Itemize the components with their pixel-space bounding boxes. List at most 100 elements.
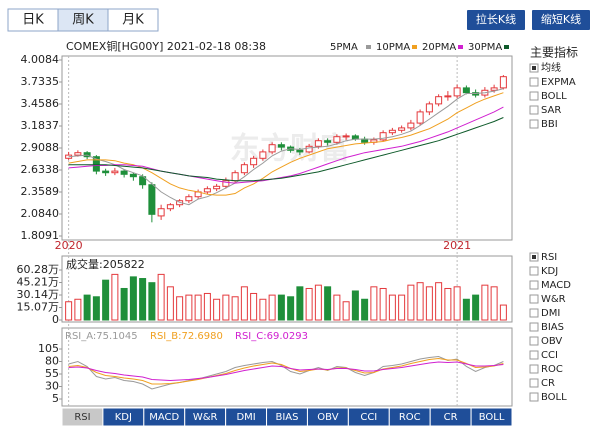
candle-body	[499, 76, 507, 89]
volume-bar	[398, 294, 406, 321]
indicator-title: 主要指标	[530, 45, 578, 60]
indicator-checkbox[interactable]	[529, 392, 539, 402]
candle-body	[157, 208, 165, 217]
bottom-tab-label[interactable]: W&R	[193, 412, 218, 423]
indicator-checkbox[interactable]	[529, 119, 539, 129]
candle-body	[388, 129, 396, 134]
indicator-option[interactable]: DMI	[541, 308, 560, 319]
candle-body	[490, 87, 498, 91]
indicator-checkbox[interactable]	[529, 266, 539, 276]
indicator-option[interactable]: CCI	[541, 350, 558, 361]
checkbox-mark	[532, 255, 536, 259]
bottom-tab-label[interactable]: CR	[444, 412, 458, 423]
candle-body	[148, 184, 156, 215]
volume-bar	[490, 286, 498, 321]
y-tick-label: 60.28万	[17, 263, 60, 276]
indicator-option[interactable]: RSI	[541, 252, 557, 263]
volume-bar	[416, 282, 424, 321]
indicator-option[interactable]: BOLL	[541, 91, 567, 102]
volume-bar	[203, 292, 211, 321]
indicator-checkbox[interactable]	[529, 294, 539, 304]
indicator-option[interactable]: W&R	[541, 294, 566, 305]
indicator-option[interactable]: EXPMA	[541, 77, 576, 88]
volume-bar	[314, 284, 322, 321]
indicator-option[interactable]: BOLL	[541, 392, 567, 403]
y-tick-label: 3.7335	[21, 75, 60, 88]
toolbar-button-label[interactable]: 拉长K线	[476, 12, 516, 26]
indicator-option[interactable]: BIAS	[541, 322, 564, 333]
candle-body	[139, 176, 147, 186]
candle-body	[453, 87, 461, 97]
volume-bar	[259, 298, 267, 321]
candle-body	[222, 180, 230, 187]
y-tick-label: 55	[45, 367, 59, 380]
y-tick-label: 2.0840	[21, 207, 60, 220]
period-tab[interactable]	[107, 8, 159, 32]
indicator-option[interactable]: CR	[541, 378, 555, 389]
candle-body	[268, 144, 276, 153]
legend-label: 5PMA	[330, 42, 358, 53]
bottom-tab-label[interactable]: BOLL	[479, 412, 505, 423]
indicator-checkbox[interactable]	[529, 350, 539, 360]
indicator-option[interactable]: ROC	[541, 364, 563, 375]
bottom-tab-label[interactable]: DMI	[236, 412, 255, 423]
chart-header: COMEX铜[HG00Y] 2021-02-18 08:38	[66, 39, 266, 53]
indicator-checkbox[interactable]	[529, 336, 539, 346]
legend-label: RSI_A:75.1045	[65, 331, 138, 342]
bottom-tab-label[interactable]: OBV	[317, 412, 338, 423]
y-tick-label: 2.9088	[21, 141, 60, 154]
y-tick-label: 0	[52, 313, 59, 326]
bottom-tab-label[interactable]: RSI	[74, 412, 90, 423]
indicator-checkbox[interactable]	[529, 91, 539, 101]
indicator-checkbox[interactable]	[529, 378, 539, 388]
volume-bar	[287, 296, 295, 321]
indicator-checkbox[interactable]	[529, 322, 539, 332]
indicator-checkbox[interactable]	[529, 280, 539, 290]
bottom-tab[interactable]	[470, 407, 513, 427]
legend-swatch	[412, 45, 417, 49]
volume-bar	[324, 286, 332, 321]
indicator-checkbox[interactable]	[529, 77, 539, 87]
volume-bar	[277, 294, 285, 321]
candle-body	[444, 95, 452, 98]
x-tick-label: 2021	[443, 239, 471, 252]
indicator-option[interactable]: BBI	[541, 119, 558, 130]
period-tab-label[interactable]: 周K	[72, 13, 94, 28]
candle-body	[240, 164, 248, 174]
volume-bar	[250, 292, 258, 321]
bottom-tab-label[interactable]: MACD	[149, 412, 179, 423]
indicator-checkbox[interactable]	[529, 105, 539, 115]
volume-bar	[240, 286, 248, 321]
volume-bar	[92, 296, 100, 321]
period-tab-label[interactable]: 日K	[22, 13, 44, 28]
ma-line	[68, 117, 504, 182]
volume-bar	[166, 286, 174, 321]
volume-bar	[139, 278, 147, 321]
indicator-option[interactable]: 均线	[541, 61, 561, 74]
candle-body	[231, 172, 239, 182]
volume-bar	[407, 284, 415, 321]
indicator-checkbox[interactable]	[529, 308, 539, 318]
bottom-tab-label[interactable]: KDJ	[115, 412, 132, 423]
y-tick-label: 2.3589	[21, 185, 60, 198]
candle-body	[324, 140, 332, 143]
toolbar-button-label[interactable]: 缩短K线	[541, 12, 581, 26]
indicator-checkbox[interactable]	[529, 364, 539, 374]
legend-swatch	[458, 45, 463, 49]
period-tab-label[interactable]: 月K	[122, 13, 144, 28]
indicator-option[interactable]: MACD	[541, 280, 571, 291]
y-tick-label: 3.1837	[21, 119, 60, 132]
candle-body	[92, 156, 100, 172]
bottom-tab-label[interactable]: CCI	[360, 412, 377, 423]
volume-bar	[361, 298, 369, 321]
toolbar-button[interactable]	[532, 10, 590, 30]
indicator-option[interactable]: KDJ	[541, 266, 558, 277]
volume-bar	[370, 286, 378, 321]
indicator-option[interactable]: OBV	[541, 336, 562, 347]
toolbar-button[interactable]	[467, 10, 525, 30]
indicator-option[interactable]: SAR	[541, 105, 561, 116]
bottom-tab-label[interactable]: BIAS	[276, 412, 299, 423]
bottom-tab-label[interactable]: ROC	[399, 412, 421, 423]
candle-body	[111, 170, 119, 174]
volume-bar	[176, 296, 184, 321]
